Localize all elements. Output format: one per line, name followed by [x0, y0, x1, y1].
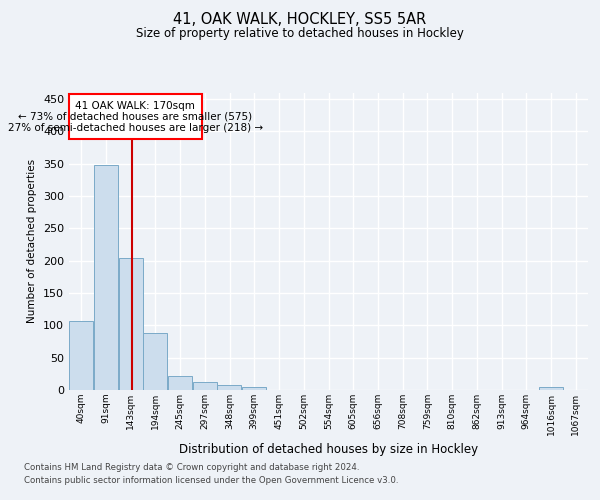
- Bar: [217, 385, 241, 390]
- Text: Contains HM Land Registry data © Crown copyright and database right 2024.: Contains HM Land Registry data © Crown c…: [24, 462, 359, 471]
- Text: 41 OAK WALK: 170sqm: 41 OAK WALK: 170sqm: [76, 100, 195, 110]
- FancyBboxPatch shape: [69, 94, 202, 139]
- Text: Contains public sector information licensed under the Open Government Licence v3: Contains public sector information licen…: [24, 476, 398, 485]
- Bar: [242, 387, 266, 390]
- Text: ← 73% of detached houses are smaller (575): ← 73% of detached houses are smaller (57…: [18, 112, 253, 122]
- Bar: [94, 165, 118, 390]
- Bar: [119, 258, 143, 390]
- Bar: [167, 376, 192, 390]
- Text: Size of property relative to detached houses in Hockley: Size of property relative to detached ho…: [136, 28, 464, 40]
- Bar: [193, 382, 217, 390]
- Text: 27% of semi-detached houses are larger (218) →: 27% of semi-detached houses are larger (…: [8, 123, 263, 133]
- Text: 41, OAK WALK, HOCKLEY, SS5 5AR: 41, OAK WALK, HOCKLEY, SS5 5AR: [173, 12, 427, 28]
- Bar: [143, 333, 167, 390]
- Bar: [69, 321, 93, 390]
- Y-axis label: Number of detached properties: Number of detached properties: [28, 159, 37, 324]
- X-axis label: Distribution of detached houses by size in Hockley: Distribution of detached houses by size …: [179, 443, 478, 456]
- Bar: [539, 388, 563, 390]
